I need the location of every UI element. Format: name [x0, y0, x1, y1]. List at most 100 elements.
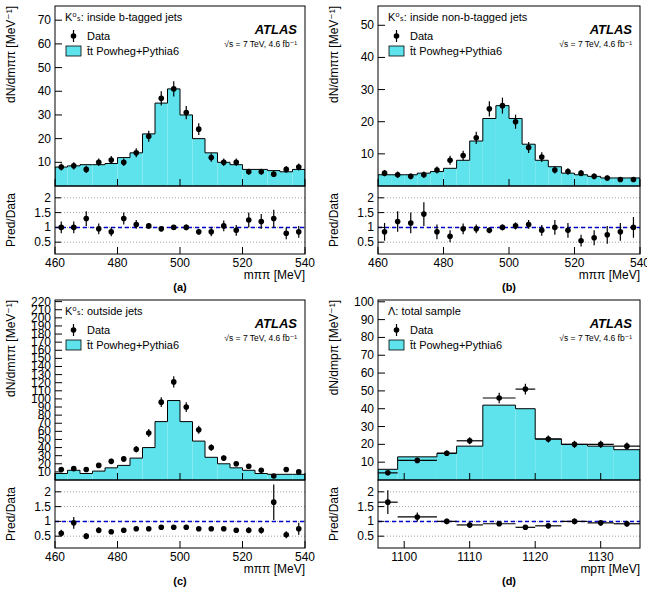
histogram-top: [55, 473, 68, 474]
x-tick: [117, 541, 118, 548]
x-tick: [242, 473, 243, 480]
data-point: [624, 443, 630, 449]
histogram-edge: [130, 458, 131, 465]
legend-label: t̄t Powheg+Pythia6: [409, 45, 502, 57]
data-point: [523, 525, 529, 531]
y-tick-label: 2: [367, 191, 374, 205]
y-tick-label: 100: [354, 295, 374, 309]
histogram-edge: [105, 164, 106, 165]
data-point: [208, 445, 214, 451]
histogram-edge: [292, 169, 293, 171]
x-tick-label: 500: [170, 256, 190, 270]
frame: [55, 480, 305, 548]
grid-line: [55, 536, 305, 537]
histogram-bin: [130, 153, 143, 186]
data-point: [196, 229, 202, 235]
y-tick: [55, 521, 61, 522]
data-point: [434, 167, 440, 173]
histogram-bin: [548, 167, 561, 186]
panel-label: (b): [502, 281, 516, 293]
histogram-bin: [118, 465, 131, 480]
histogram-edge: [142, 134, 143, 153]
histogram-bin: [243, 470, 256, 480]
histogram-bin: [457, 160, 470, 186]
data-point: [133, 222, 139, 228]
histogram-edge: [217, 457, 218, 463]
data-point: [572, 519, 578, 525]
y-tick: [55, 536, 61, 537]
x-tick: [535, 473, 536, 480]
y-axis-label: dN/dmππ [MeV⁻¹]: [4, 300, 18, 397]
histogram-top: [457, 446, 483, 447]
histogram-bin: [243, 169, 256, 186]
grid-line: [55, 227, 305, 228]
x-tick: [242, 179, 243, 186]
x-tick: [305, 179, 306, 186]
data-point: [283, 231, 289, 237]
y-tick: [55, 162, 62, 163]
data-point: [96, 160, 102, 166]
plot-area: [55, 81, 305, 186]
histogram-top: [205, 457, 218, 458]
frame: [55, 6, 305, 186]
y-tick-label: 40: [361, 402, 375, 416]
y-tick: [378, 444, 385, 445]
histogram-edge: [600, 176, 601, 178]
y-tick: [55, 390, 62, 391]
annotation: √s = 7 TeV, 4.6 fb⁻¹: [559, 39, 632, 49]
data-point: [487, 228, 493, 234]
legend-marker: [394, 327, 400, 333]
frame: [55, 186, 305, 254]
grid-line: [55, 242, 305, 243]
y-tick: [378, 153, 385, 154]
data-point: [121, 216, 127, 222]
histogram-top: [243, 470, 256, 471]
legend-marker: [71, 33, 77, 39]
grid-line: [55, 197, 305, 198]
y-tick: [55, 491, 61, 492]
annotation: √s = 7 TeV, 4.6 fb⁻¹: [559, 333, 632, 343]
data-point: [108, 529, 114, 535]
x-tick: [242, 541, 243, 548]
y-tick: [55, 242, 61, 243]
histogram-edge: [456, 160, 457, 168]
y-tick-label: 60: [38, 37, 52, 51]
x-tick-label: 460: [45, 550, 65, 564]
y-tick: [378, 506, 384, 507]
data-point: [83, 533, 89, 539]
histogram-top: [444, 168, 457, 169]
grid-line: [378, 536, 640, 537]
y-tick: [55, 227, 61, 228]
histogram-top: [516, 408, 536, 409]
data-point: [500, 225, 506, 231]
y-tick-label: 50: [361, 18, 375, 32]
data-point: [631, 177, 637, 183]
histogram-edge: [55, 474, 56, 480]
y-tick: [55, 197, 61, 198]
y-axis-label: dN/dmππ [MeV⁻¹]: [327, 6, 341, 103]
data-point: [578, 238, 584, 244]
legend-label: Data: [410, 30, 434, 42]
y-tick-label: 30: [38, 108, 52, 122]
x-tick: [305, 247, 306, 254]
data-point: [591, 235, 597, 241]
y-tick: [378, 212, 384, 213]
y-tick-label: 1.5: [357, 500, 374, 514]
data-point: [221, 223, 227, 229]
y-tick-label: 2: [367, 485, 374, 499]
data-point: [121, 456, 127, 462]
legend-swatch: [389, 340, 404, 350]
legend-marker: [394, 33, 400, 39]
y-tick: [378, 121, 385, 122]
y-tick: [378, 536, 384, 537]
ratio-area: [55, 198, 305, 242]
y-tick: [55, 506, 61, 507]
y-tick-label: 20: [361, 115, 375, 129]
data-point: [382, 229, 388, 235]
data-point: [296, 526, 302, 532]
y-axis-label: Pred/Data: [327, 193, 341, 247]
y-tick: [378, 373, 385, 374]
histogram-bin: [180, 422, 193, 480]
y-tick: [378, 426, 385, 427]
histogram-top: [93, 471, 106, 472]
